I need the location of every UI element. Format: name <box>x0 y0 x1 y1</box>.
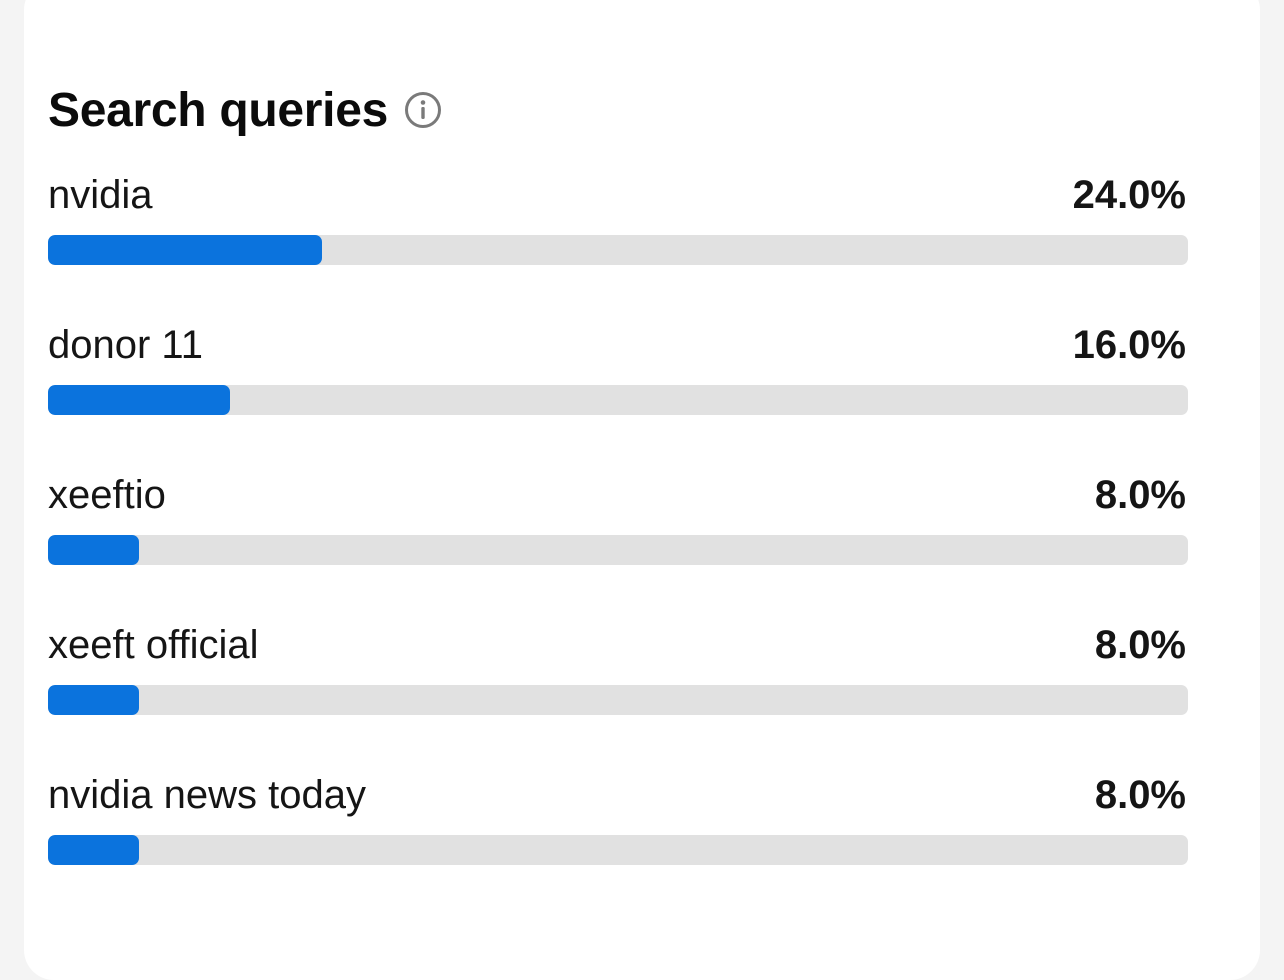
query-row-nvidia-news-today: nvidia news today 8.0% <box>48 770 1188 890</box>
query-label: xeeft official <box>48 622 259 667</box>
query-label: donor 11 <box>48 322 203 367</box>
query-bar-track <box>48 235 1188 265</box>
query-bar-fill <box>48 685 139 715</box>
query-label: xeeftio <box>48 472 166 517</box>
query-row-donor-11: donor 11 16.0% <box>48 320 1188 440</box>
info-icon[interactable] <box>404 91 442 129</box>
card-header: Search queries <box>48 82 442 138</box>
query-row-xeeft-official: xeeft official 8.0% <box>48 620 1188 740</box>
query-label: nvidia news today <box>48 772 366 817</box>
query-percentage: 8.0% <box>1094 622 1186 667</box>
query-bar-track <box>48 685 1188 715</box>
query-percentage: 8.0% <box>1094 772 1186 817</box>
card-title: Search queries <box>48 83 388 137</box>
query-bar-track <box>48 835 1188 865</box>
query-bar-fill <box>48 385 230 415</box>
query-bar-fill <box>48 535 139 565</box>
query-label: nvidia <box>48 172 153 217</box>
query-row-nvidia: nvidia 24.0% <box>48 170 1188 290</box>
query-percentage: 16.0% <box>1072 322 1186 367</box>
query-percentage: 8.0% <box>1094 472 1186 517</box>
query-percentage: 24.0% <box>1072 172 1186 217</box>
query-row-xeeftio: xeeftio 8.0% <box>48 470 1188 590</box>
query-bar-fill <box>48 235 322 265</box>
query-bar-track <box>48 535 1188 565</box>
query-bar-fill <box>48 835 139 865</box>
query-bar-track <box>48 385 1188 415</box>
search-queries-card <box>24 0 1260 980</box>
